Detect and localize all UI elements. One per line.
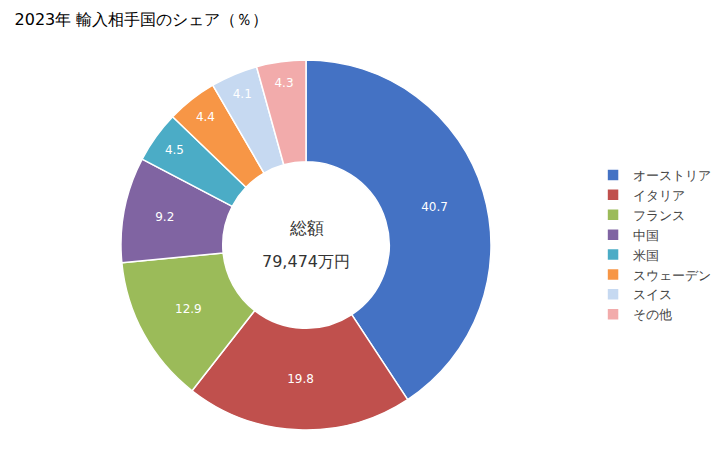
svg-text:19.8: 19.8 xyxy=(287,372,314,386)
svg-text:フランス: フランス xyxy=(633,208,685,223)
svg-text:4.5: 4.5 xyxy=(165,143,184,157)
svg-text:12.9: 12.9 xyxy=(175,302,202,316)
svg-text:4.1: 4.1 xyxy=(233,87,252,101)
svg-text:79,474万円: 79,474万円 xyxy=(262,252,350,271)
svg-text:中国: 中国 xyxy=(633,228,659,243)
svg-text:9.2: 9.2 xyxy=(155,210,174,224)
svg-text:スイス: スイス xyxy=(633,287,672,302)
svg-text:2023年 輸入相手国のシェア（％）: 2023年 輸入相手国のシェア（％） xyxy=(15,10,269,29)
svg-text:その他: その他 xyxy=(633,307,672,322)
svg-text:米国: 米国 xyxy=(633,248,659,263)
svg-text:イタリア: イタリア xyxy=(633,188,685,203)
svg-text:4.4: 4.4 xyxy=(196,110,215,124)
svg-text:総額: 総額 xyxy=(289,218,324,238)
svg-text:オーストリア: オーストリア xyxy=(633,168,711,183)
svg-text:スウェーデン: スウェーデン xyxy=(633,268,711,283)
svg-text:4.3: 4.3 xyxy=(274,76,293,90)
svg-text:40.7: 40.7 xyxy=(421,200,448,214)
